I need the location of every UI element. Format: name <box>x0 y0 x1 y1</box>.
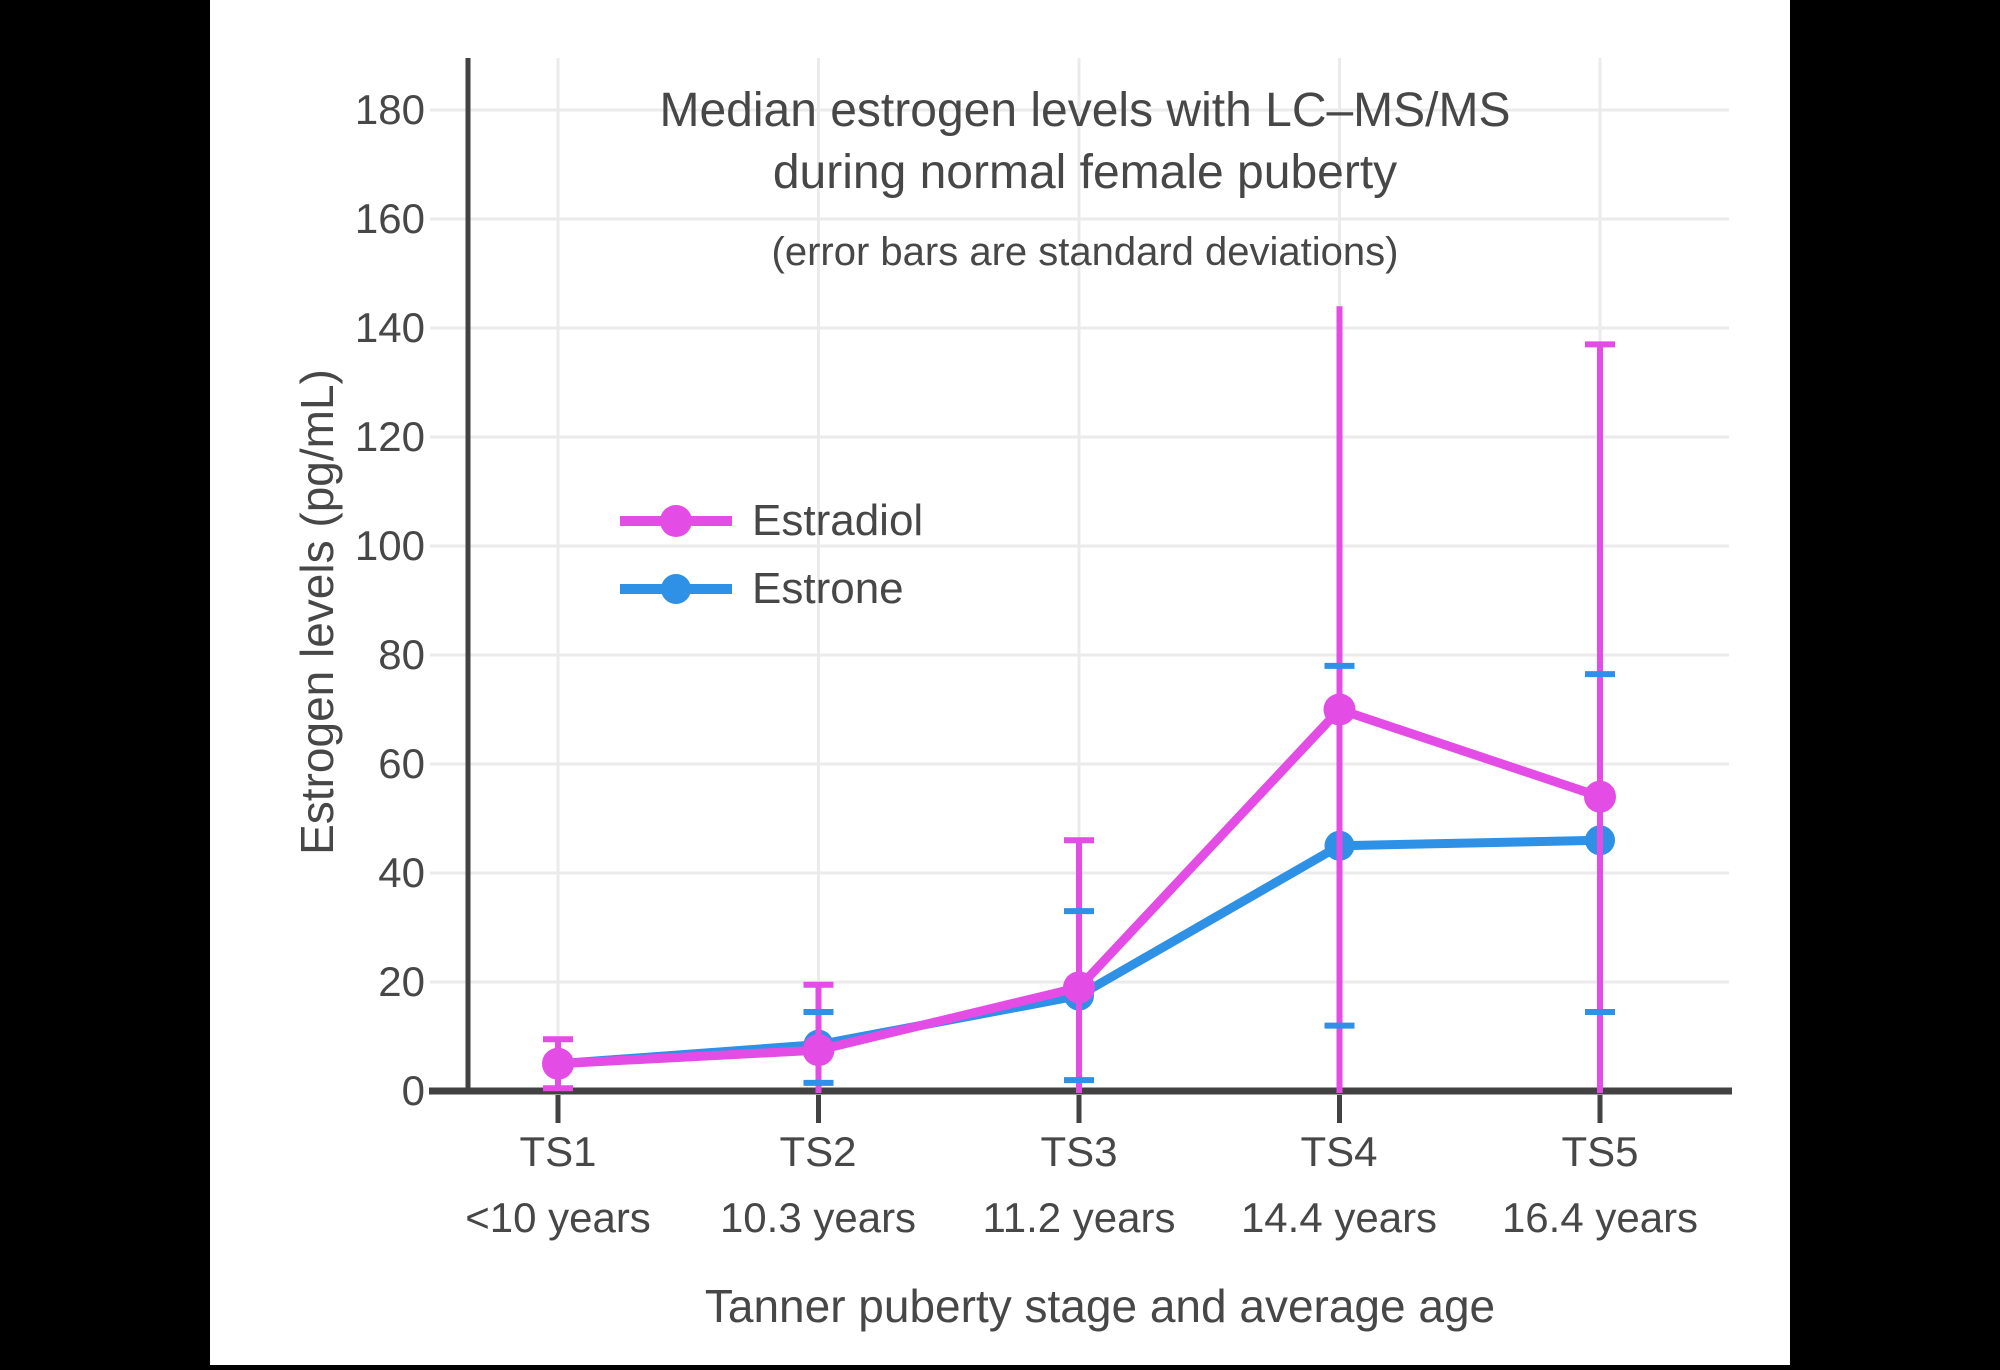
y-tick-label: 20 <box>378 958 425 1005</box>
y-tick-label: 140 <box>354 304 425 351</box>
x-tick-label-ts5: TS5 <box>1561 1128 1639 1175</box>
y-tick-label: 40 <box>378 849 425 896</box>
age-label-ts1: <10 years <box>465 1194 651 1241</box>
chart-title-line2: during normal female puberty <box>772 146 1398 199</box>
age-label-ts5: 16.4 years <box>1501 1194 1699 1241</box>
legend-item-estrone: Estrone <box>620 565 904 613</box>
age-label-ts4: 14.4 years <box>1240 1194 1438 1241</box>
age-label-ts2: 10.3 years <box>719 1194 917 1241</box>
legend-label-estrone: Estrone <box>752 564 904 613</box>
y-tick-label: 80 <box>378 631 425 678</box>
y-tick-label: 160 <box>354 195 425 242</box>
x-tick-label-ts1: TS1 <box>519 1128 597 1175</box>
age-label-ts3: 11.2 years <box>982 1194 1176 1241</box>
y-tick-label: 100 <box>354 522 425 569</box>
chart-title-line1: Median estrogen levels with LC–MS/MS <box>659 84 1511 137</box>
x-axis-title: Tanner puberty stage and average age <box>704 1280 1496 1332</box>
y-tick-label: 60 <box>378 740 425 787</box>
chart-paper <box>210 0 1790 1365</box>
x-tick-label-ts2: TS2 <box>779 1128 857 1175</box>
y-tick-label: 120 <box>354 413 425 460</box>
y-tick-label: 180 <box>354 86 425 133</box>
legend-swatch-estradiol <box>620 505 732 537</box>
legend-label-estradiol: Estradiol <box>752 496 924 545</box>
legend-item-estradiol: Estradiol <box>620 497 923 545</box>
x-tick-label-ts3: TS3 <box>1040 1128 1118 1175</box>
chart-subtitle: (error bars are standard deviations) <box>771 230 1399 274</box>
y-tick-label: 0 <box>401 1067 425 1114</box>
legend-swatch-estrone <box>620 574 732 604</box>
x-tick-label-ts4: TS4 <box>1300 1128 1378 1175</box>
